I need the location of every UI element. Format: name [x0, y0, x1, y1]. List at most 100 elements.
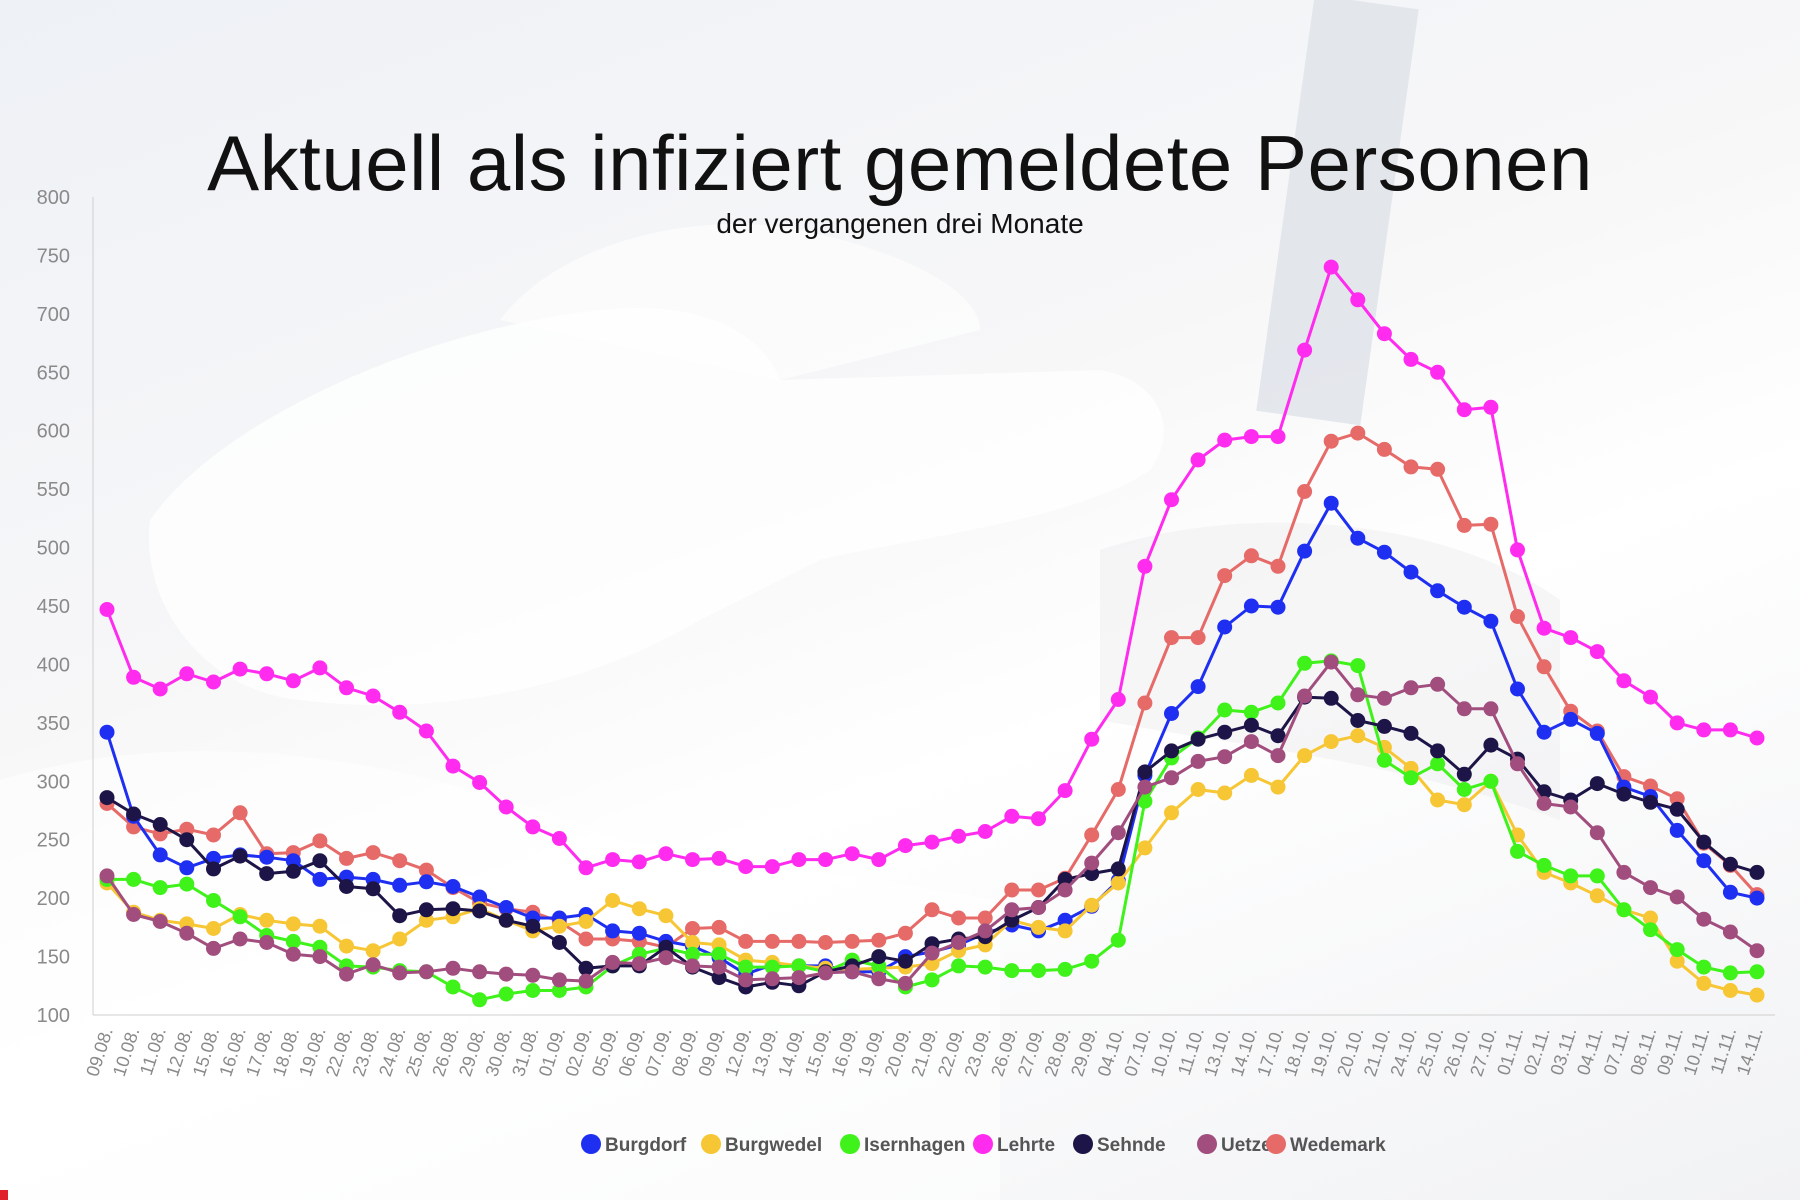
data-point — [259, 912, 275, 928]
data-point — [1350, 425, 1366, 441]
data-point — [525, 983, 541, 998]
legend-item-uetze[interactable]: Uetze — [1197, 1134, 1272, 1156]
data-point — [1190, 679, 1206, 695]
data-point — [472, 903, 488, 919]
data-point — [1589, 644, 1605, 660]
data-point — [1616, 673, 1632, 689]
data-point — [1669, 889, 1685, 905]
data-point — [924, 972, 940, 988]
data-point — [1297, 484, 1313, 499]
data-point — [1589, 725, 1605, 741]
data-point — [285, 946, 301, 962]
data-point — [791, 958, 807, 974]
data-point — [818, 965, 833, 981]
data-point — [285, 916, 301, 932]
data-point — [791, 933, 807, 949]
data-point — [1669, 801, 1685, 817]
data-point — [312, 853, 328, 869]
data-point — [179, 860, 195, 876]
data-point — [711, 946, 727, 962]
data-point — [1669, 791, 1685, 807]
data-point — [339, 879, 354, 894]
data-point — [1243, 734, 1259, 750]
data-point — [977, 910, 993, 926]
data-point — [1110, 861, 1126, 877]
data-point — [551, 983, 567, 998]
data-point — [1004, 963, 1020, 979]
data-point — [1004, 882, 1020, 898]
data-point — [498, 799, 514, 815]
legend-item-wedemark[interactable]: Wedemark — [1266, 1134, 1386, 1156]
data-point — [1270, 748, 1286, 764]
data-point — [1563, 630, 1579, 646]
data-point — [951, 828, 967, 844]
legend-item-burgdorf[interactable]: Burgdorf — [581, 1134, 687, 1156]
data-point — [1084, 855, 1100, 871]
data-point — [1323, 734, 1339, 750]
data-point — [871, 852, 887, 868]
legend-label: Isernhagen — [864, 1135, 965, 1156]
data-point — [1297, 543, 1313, 559]
data-point — [1643, 880, 1658, 896]
data-point — [1483, 773, 1499, 789]
data-point — [445, 879, 461, 894]
data-point — [1376, 718, 1392, 734]
data-point — [631, 956, 647, 972]
data-point — [1510, 609, 1525, 624]
y-tick-label: 500 — [37, 538, 70, 560]
data-point — [1510, 843, 1525, 859]
legend-item-sehnde[interactable]: Sehnde — [1073, 1134, 1166, 1156]
legend: Burgdorf Burgwedel Isernhagen Lehrte Sehnde U… — [581, 1134, 1386, 1156]
data-point — [1536, 796, 1552, 811]
data-point — [1510, 681, 1525, 697]
data-point — [1376, 544, 1392, 560]
data-point — [924, 945, 940, 961]
y-tick-label: 650 — [37, 362, 70, 384]
data-point — [1217, 619, 1233, 635]
data-point — [392, 877, 408, 893]
data-point — [1483, 613, 1499, 629]
data-point — [179, 925, 195, 941]
data-point — [1749, 987, 1765, 1003]
data-point — [285, 933, 301, 949]
data-point — [1563, 799, 1579, 815]
data-point — [1084, 953, 1100, 969]
data-point — [1403, 770, 1419, 786]
data-point — [764, 971, 780, 987]
data-point — [498, 912, 514, 928]
data-point — [1483, 516, 1499, 532]
data-point — [285, 853, 301, 869]
series-uetze — [99, 654, 1765, 991]
legend-item-isernhagen[interactable]: Isernhagen — [840, 1134, 965, 1156]
data-point — [578, 914, 594, 929]
chart-subtitle: der vergangenen drei Monate — [716, 208, 1084, 239]
data-point — [259, 849, 275, 865]
data-point — [206, 893, 221, 908]
data-point — [1696, 975, 1712, 991]
legend-marker — [1197, 1134, 1217, 1154]
data-point — [871, 949, 887, 965]
data-point — [1376, 441, 1392, 457]
data-point — [99, 790, 115, 806]
data-point — [1137, 695, 1153, 711]
data-point — [605, 893, 621, 908]
data-point — [1510, 542, 1525, 558]
data-point — [99, 724, 115, 740]
data-point — [1456, 517, 1472, 533]
data-point — [1722, 983, 1738, 998]
data-point — [1323, 259, 1339, 275]
data-point — [99, 602, 115, 617]
legend-item-burgwedel[interactable]: Burgwedel — [701, 1134, 822, 1156]
y-tick-label: 700 — [37, 304, 70, 326]
data-point — [871, 971, 887, 987]
data-point — [551, 831, 567, 846]
data-point — [472, 964, 488, 980]
x-axis: 09.08.10.08.11.08.12.08.15.08.16.08.17.0… — [82, 1014, 1775, 1079]
data-point — [1456, 782, 1472, 797]
data-point — [871, 932, 887, 948]
legend-item-lehrte[interactable]: Lehrte — [973, 1134, 1055, 1156]
data-point — [1057, 923, 1073, 939]
data-point — [1696, 853, 1712, 869]
data-point — [1243, 767, 1259, 783]
data-point — [1722, 965, 1738, 981]
